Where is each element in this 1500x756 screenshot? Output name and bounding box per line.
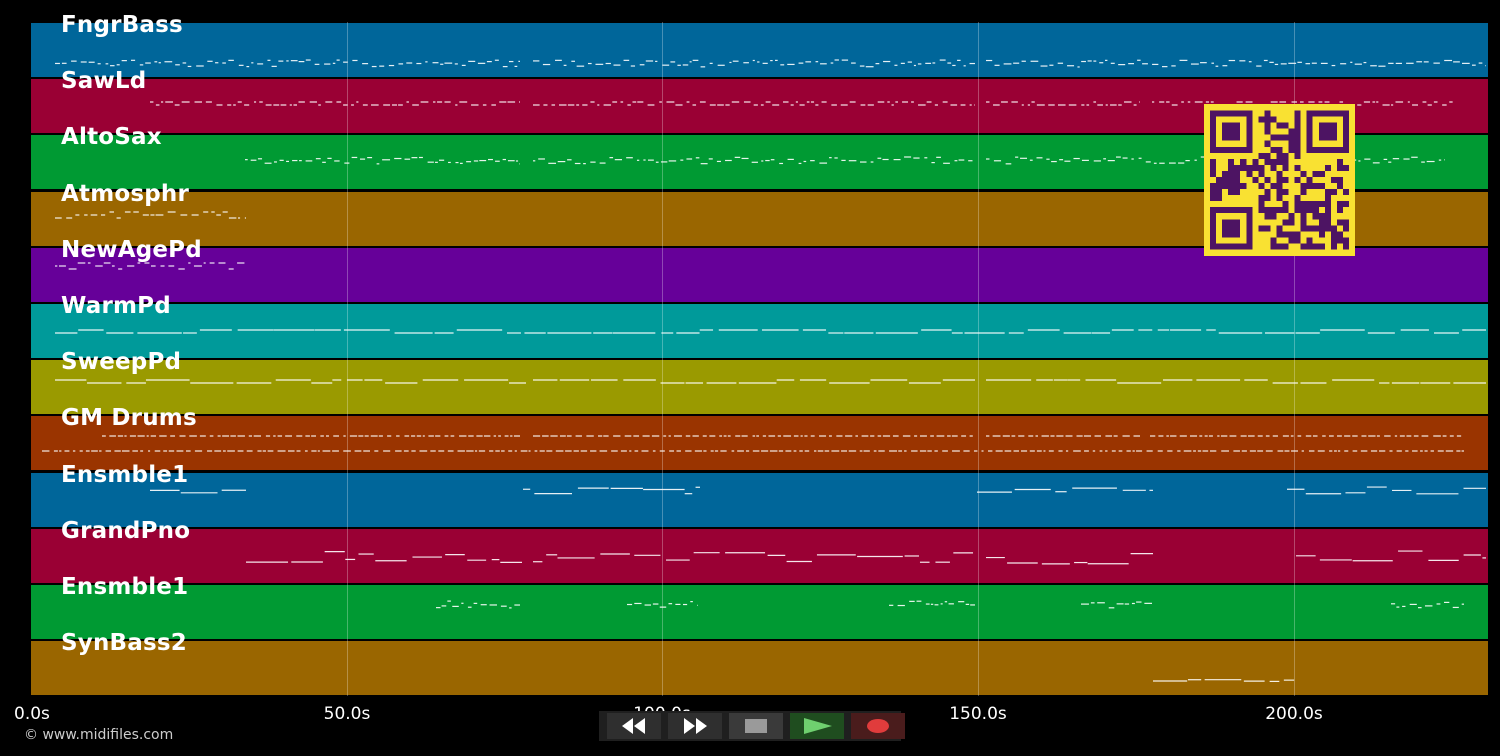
track-name-label: SweepPd: [61, 349, 182, 376]
track-lane: Ensmble1: [31, 574, 1488, 639]
qr-code-icon: [1210, 110, 1349, 250]
track-name-label: WarmPd: [61, 293, 171, 319]
time-tick-label: 150.0s: [949, 704, 1007, 724]
track-name-label: NewAgePd: [61, 236, 202, 263]
track-lane: NewAgePd: [31, 237, 1488, 302]
track-lane: GM Drums: [31, 405, 1488, 471]
grid-line: [1294, 22, 1295, 696]
grid-line: [978, 22, 979, 696]
piano-roll: FngrBass SawLd AltoSax Atmosphr NewAgePd Warm…: [31, 12, 1488, 696]
transport-bar: [599, 711, 905, 741]
track-name-label: Atmosphr: [61, 180, 190, 207]
track-name-label: Ensmble1: [61, 574, 189, 600]
track-lane: SweepPd: [31, 349, 1488, 415]
grid-line: [347, 22, 348, 696]
play-icon: [804, 718, 832, 734]
time-tick-label: 0.0s: [14, 704, 50, 724]
fast-forward-button[interactable]: [668, 713, 722, 739]
track-name-label: AltoSax: [61, 124, 162, 151]
fast-forward-icon: [684, 718, 707, 734]
track-name-label: SynBass2: [61, 630, 187, 657]
rewind-icon: [622, 718, 645, 734]
stop-button[interactable]: [729, 713, 783, 739]
track-lane: FngrBass: [31, 12, 1488, 77]
record-button[interactable]: [851, 713, 905, 739]
qr-code[interactable]: [1204, 104, 1355, 256]
time-tick-label: 200.0s: [1265, 704, 1323, 724]
track-name-label: GM Drums: [61, 405, 197, 432]
track-name-label: SawLd: [61, 68, 147, 95]
grid-line: [662, 22, 663, 696]
play-button[interactable]: [790, 713, 844, 739]
track-name-label: FngrBass: [61, 12, 183, 38]
rewind-button[interactable]: [607, 713, 661, 739]
track-name-label: Ensmble1: [61, 461, 189, 488]
time-tick-label: 50.0s: [323, 704, 371, 724]
track-name-label: GrandPno: [61, 517, 191, 544]
track-lane: GrandPno: [31, 518, 1488, 583]
track-lane: WarmPd: [31, 293, 1488, 358]
stop-icon: [745, 719, 767, 733]
track-lane: SynBass2: [31, 630, 1488, 696]
record-icon: [867, 719, 889, 733]
copyright-text: © www.midifiles.com: [24, 727, 174, 743]
track-lane: Ensmble1: [31, 462, 1488, 527]
